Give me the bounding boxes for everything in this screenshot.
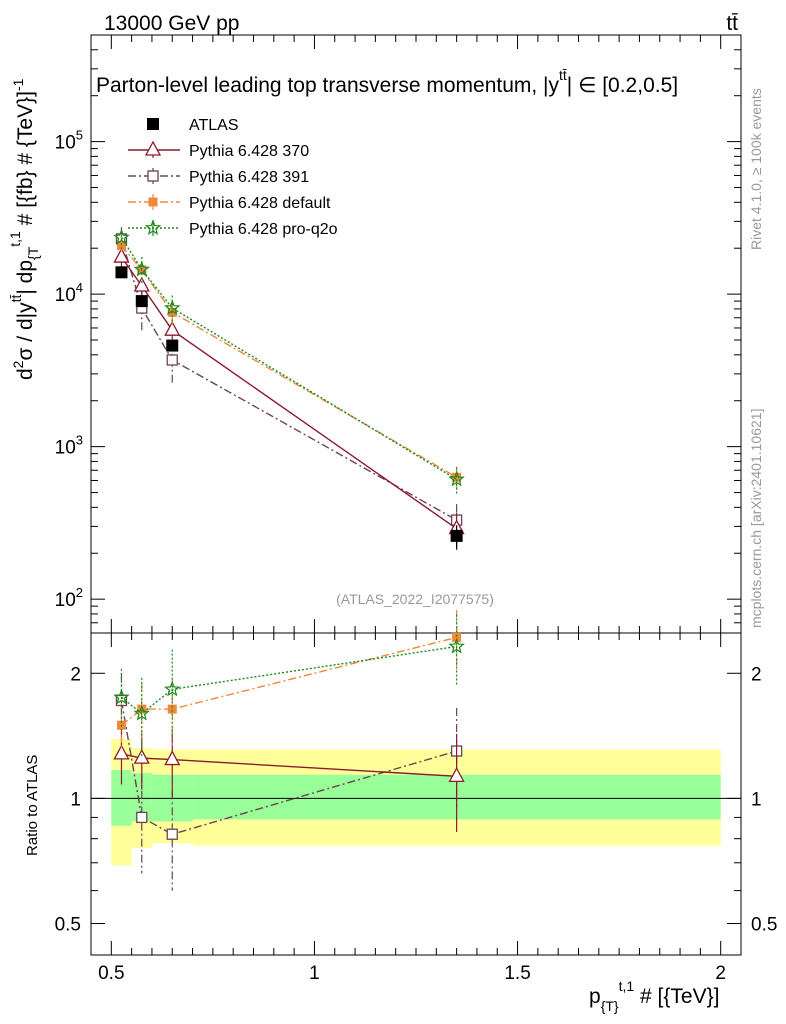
ytick-label-ratio-right: 2	[751, 664, 762, 685]
main-point-p370	[133, 276, 150, 292]
legend-marker-atlas	[147, 118, 159, 130]
ratio-point-pdefault	[452, 632, 462, 642]
ratio-ylabel: Ratio to ATLAS	[24, 755, 41, 856]
ytick-label-main: 105	[55, 128, 83, 154]
main-point-atlas	[135, 295, 148, 308]
xlabel: p{T}t,1 # [{TeV}]	[589, 978, 719, 1014]
xtick-label: 1	[309, 963, 320, 984]
main-point-pdefault	[116, 241, 126, 251]
legend-marker-pdefault	[148, 197, 158, 207]
ratio-point-p370	[133, 748, 150, 764]
ratio-point-pdefault	[137, 704, 147, 714]
legend-marker-p391	[147, 170, 159, 182]
legend-label-atlas: ATLAS	[189, 117, 239, 134]
ratio-point-pq2o	[133, 704, 150, 721]
ratio-point-pq2o	[113, 688, 130, 705]
legend-label-pdefault: Pythia 6.428 default	[189, 195, 331, 212]
header-right: tt̄	[726, 12, 738, 35]
mcplots-label: mcplots.cern.ch [arXiv:2401.10621]	[748, 409, 764, 628]
xtick-label: 0.5	[98, 963, 124, 984]
legend-label-pq2o: Pythia 6.428 pro-q2o	[189, 221, 338, 238]
ytick-label-main: 103	[55, 433, 83, 459]
ratio-point-p370	[164, 750, 181, 766]
main-point-pq2o	[163, 299, 181, 316]
ytick-label-ratio-right: 1	[751, 789, 762, 810]
legend-marker-pq2o	[144, 219, 162, 236]
ytick-label-ratio-left: 2	[70, 664, 81, 685]
ratio-point-p391	[136, 811, 148, 824]
xtick-label: 2	[715, 963, 726, 984]
ratio-point-p370	[448, 766, 465, 782]
ytick-label-ratio-left: 1	[70, 789, 81, 810]
ratio-point-pq2o	[163, 680, 181, 697]
legend-label-p370: Pythia 6.428 370	[189, 143, 309, 160]
ytick-label-ratio-right: 0.5	[751, 915, 777, 936]
ratio-line-pq2o	[121, 645, 457, 715]
ratio-line-pdefault	[121, 636, 457, 726]
main-point-pq2o	[448, 470, 465, 487]
legend-marker-p370	[144, 140, 162, 156]
legend-label-p391: Pythia 6.428 391	[189, 169, 309, 186]
ytick-label-main: 102	[55, 585, 83, 611]
ratio-line-p370	[121, 753, 457, 778]
main-point-atlas	[115, 266, 128, 279]
watermark: (ATLAS_2022_I2077575)	[336, 591, 494, 607]
ytick-label-ratio-left: 0.5	[55, 915, 81, 936]
ratio-point-pq2o	[448, 637, 465, 654]
header-left: 13000 GeV pp	[104, 12, 239, 35]
chart-title: Parton-level leading top transverse mome…	[96, 67, 678, 97]
main-point-pq2o	[113, 228, 130, 245]
main-point-p391	[166, 354, 178, 366]
band-inner-0	[111, 770, 132, 826]
main-point-pq2o	[133, 260, 151, 277]
ytick-label-main: 104	[55, 280, 83, 306]
main-line-pq2o	[120, 237, 457, 480]
xtick-label: 1.5	[504, 963, 530, 984]
main-point-p370	[164, 320, 181, 336]
main-line-p391	[120, 238, 457, 521]
ratio-point-p391	[166, 828, 178, 840]
main-point-p370	[113, 247, 130, 263]
ratio-point-p370	[113, 744, 130, 760]
ratio-line-p391	[120, 700, 457, 835]
ratio-point-pdefault	[167, 704, 177, 714]
rivet-label: Rivet 4.1.0, ≥ 100k events	[748, 88, 764, 250]
main-point-atlas	[450, 529, 463, 542]
main-line-p370	[120, 256, 458, 530]
main-ylabel: d2σ / d|ytt̄| dp{Tt,1 # [{fb} # {TeV}]-1	[7, 78, 41, 380]
main-point-atlas	[166, 339, 179, 352]
